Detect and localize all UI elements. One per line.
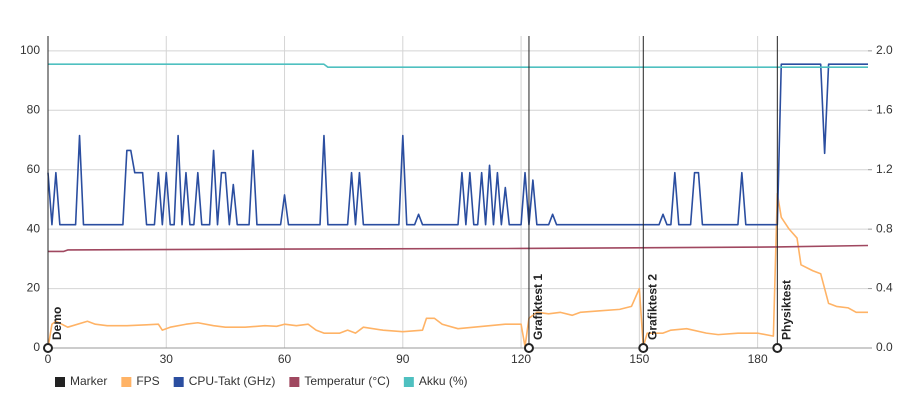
marker-point [43, 343, 53, 353]
y-tick-label: 20 [27, 281, 41, 295]
y2-tick-label: 2.0 [876, 43, 893, 57]
y-tick-label: 40 [27, 221, 41, 235]
y2-tick-label: 1.2 [876, 162, 893, 176]
marker-point [638, 343, 649, 353]
legend-label: CPU-Takt (GHz) [189, 374, 276, 388]
y2-tick-label: 0.4 [876, 281, 893, 295]
legend-swatch [121, 377, 132, 387]
legend-swatch [403, 377, 414, 387]
y2-tick-label: 1.6 [876, 102, 893, 116]
x-tick-label: 60 [278, 352, 292, 366]
x-tick-label: 30 [160, 352, 174, 366]
legend-label: FPS [136, 374, 159, 388]
series-line [47, 192, 868, 349]
legend-label: Temperatur (°C) [304, 374, 389, 388]
marker-point [772, 343, 783, 353]
legend-swatch [55, 377, 65, 387]
y-tick-label: 100 [20, 43, 40, 57]
x-tick-label: 0 [45, 352, 52, 366]
legend-swatch [173, 377, 184, 387]
marker-label: Grafiktest 2 [645, 274, 659, 340]
y-tick-label: 0 [33, 340, 40, 354]
marker-point [523, 343, 534, 353]
marker-label: Demo [50, 307, 64, 340]
y-tick-label: 80 [27, 102, 41, 116]
legend-swatch [289, 377, 300, 387]
series-line [48, 63, 868, 68]
y-tick-label: 60 [27, 162, 41, 176]
x-tick-label: 180 [748, 352, 768, 366]
legend-label: Marker [70, 374, 107, 388]
x-tick-label: 120 [511, 352, 531, 366]
series-line [48, 244, 869, 253]
x-tick-label: 90 [396, 352, 410, 366]
marker-label: Physiktest [779, 280, 793, 340]
x-tick-label: 150 [629, 352, 649, 366]
series-line [47, 63, 868, 226]
legend-label: Akku (%) [419, 374, 468, 388]
y2-tick-label: 0.0 [876, 340, 893, 354]
y2-tick-label: 0.8 [876, 221, 893, 235]
marker-label: Grafiktest 1 [531, 274, 545, 340]
